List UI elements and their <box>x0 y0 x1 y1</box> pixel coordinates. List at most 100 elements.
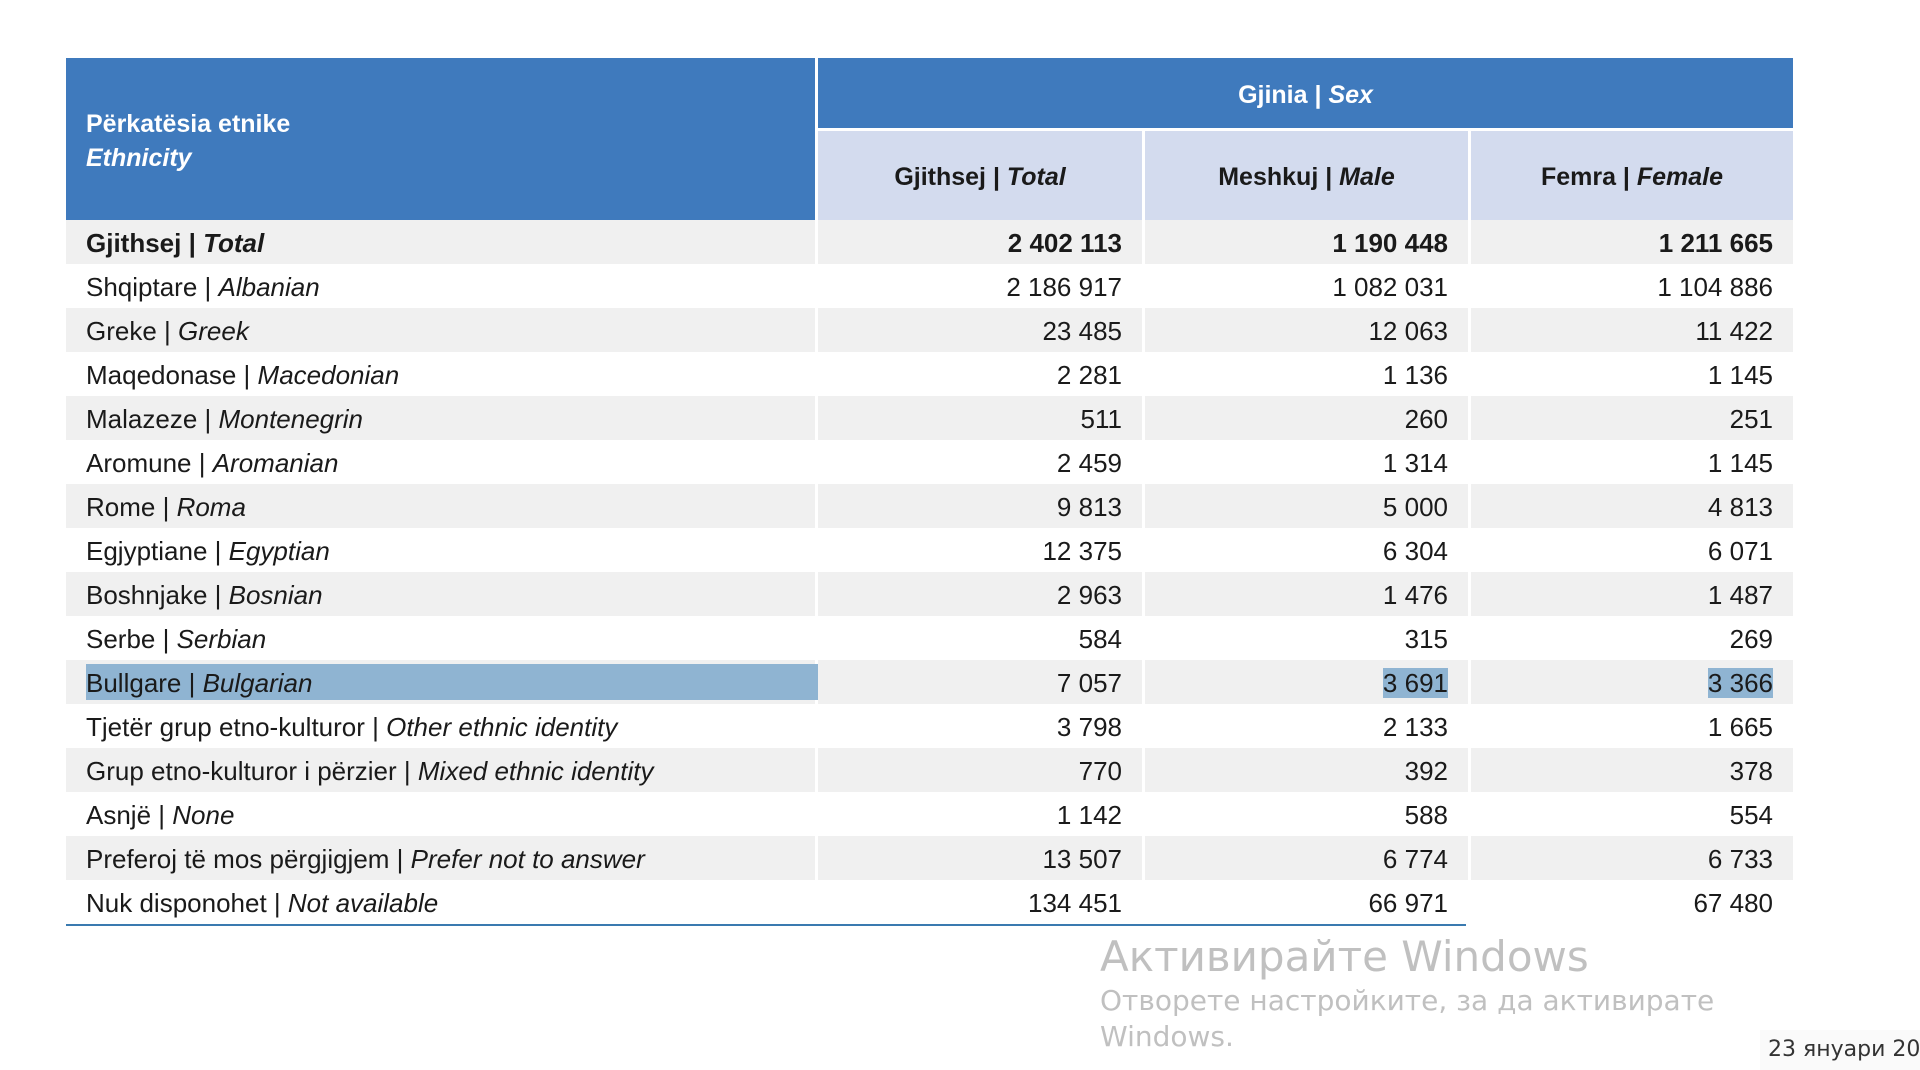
male-header: Meshkuj | Male <box>1145 131 1468 220</box>
table-row: Aromune | Aromanian 2 459 1 314 1 145 <box>66 440 1793 484</box>
female-value: 67 480 <box>1693 888 1773 918</box>
male-value: 392 <box>1404 756 1448 786</box>
ethnicity-sq: Boshnjake | <box>86 580 229 610</box>
activation-watermark-text: Отворете настройките, за да активирате <box>1100 984 1715 1017</box>
male-value: 66 971 <box>1368 888 1448 918</box>
ethnicity-cell: Boshnjake | Bosnian <box>66 572 815 616</box>
male-cell: 1 136 <box>1145 352 1468 396</box>
ethnicity-en: Albanian <box>218 272 320 302</box>
female-value: 1 104 886 <box>1657 272 1773 302</box>
ethnicity-en: Egyptian <box>228 536 330 566</box>
total-cell: 23 485 <box>818 308 1142 352</box>
activation-watermark-text-2: Windows. <box>1100 1020 1234 1053</box>
ethnicity-en: Roma <box>176 492 246 522</box>
table-row: Malazeze | Montenegrin 511 260 251 <box>66 396 1793 440</box>
male-value: 1 136 <box>1382 360 1448 390</box>
total-cell: 511 <box>818 396 1142 440</box>
total-cell: 13 507 <box>818 836 1142 880</box>
ethnicity-sq: Shqiptare | <box>86 272 219 302</box>
ethnicity-en: Greek <box>178 316 249 346</box>
total-value: 7 057 <box>1056 668 1122 698</box>
ethnicity-sq: Grup etno-kulturor i përzier | <box>86 756 418 786</box>
ethnicity-en: Aromanian <box>212 448 339 478</box>
female-value: 6 733 <box>1707 844 1773 874</box>
ethnicity-sq: Malazeze | <box>86 404 219 434</box>
table-row: Rome | Roma 9 813 5 000 4 813 <box>66 484 1793 528</box>
female-cell: 3 366 <box>1471 660 1793 704</box>
ethnicity-sq: Asnjë | <box>86 800 173 830</box>
male-cell: 3 691 <box>1145 660 1468 704</box>
total-cell: 2 186 917 <box>818 264 1142 308</box>
male-cell: 12 063 <box>1145 308 1468 352</box>
taskbar-clock-panel <box>1760 1030 1920 1070</box>
table-row: Tjetër grup etno-kulturor | Other ethnic… <box>66 704 1793 748</box>
total-cell: 2 281 <box>818 352 1142 396</box>
male-value: 1 190 448 <box>1332 228 1448 258</box>
female-value: 251 <box>1729 404 1773 434</box>
total-label-sq: Gjithsej | <box>894 163 1007 191</box>
ethnicity-en: None <box>172 800 235 830</box>
ethnicity-cell: Shqiptare | Albanian <box>66 264 815 308</box>
male-value: 3 691 <box>1382 668 1448 698</box>
ethnicity-cell: Preferoj të mos përgjigjem | Prefer not … <box>66 836 815 880</box>
female-cell: 4 813 <box>1471 484 1793 528</box>
female-cell: 269 <box>1471 616 1793 660</box>
table-row: Bullgare | Bulgarian 7 057 3 691 3 366 <box>66 660 1793 704</box>
male-cell: 1 082 031 <box>1145 264 1468 308</box>
total-header: Gjithsej | Total <box>818 131 1142 220</box>
ethnicity-sq: Greke | <box>86 316 179 346</box>
male-cell: 66 971 <box>1145 880 1468 924</box>
female-value: 1 211 665 <box>1658 228 1773 258</box>
table-row: Shqiptare | Albanian 2 186 917 1 082 031 1 … <box>66 264 1793 308</box>
ethnicity-cell: Bullgare | Bulgarian <box>66 660 1110 704</box>
female-value: 4 813 <box>1707 492 1773 522</box>
female-cell: 6 733 <box>1471 836 1793 880</box>
total-cell: 2 402 113 <box>818 220 1142 264</box>
female-value: 11 422 <box>1695 316 1773 346</box>
male-cell: 392 <box>1145 748 1468 792</box>
total-value: 511 <box>1080 404 1122 434</box>
female-value: 1 487 <box>1707 580 1773 610</box>
female-cell: 1 211 665 <box>1471 220 1793 264</box>
table-row: Egjyptiane | Egyptian 12 375 6 304 6 071 <box>66 528 1793 572</box>
female-cell: 378 <box>1471 748 1793 792</box>
ethnicity-cell: Maqedonase | Macedonian <box>66 352 815 396</box>
ethnicity-cell: Malazeze | Montenegrin <box>66 396 815 440</box>
male-cell: 1 476 <box>1145 572 1468 616</box>
female-cell: 554 <box>1471 792 1793 836</box>
taskbar-date[interactable]: 23 януари 20 <box>1768 1037 1920 1062</box>
total-cell: 1 142 <box>818 792 1142 836</box>
table-row: Boshnjake | Bosnian 2 963 1 476 1 487 <box>66 572 1793 616</box>
male-cell: 5 000 <box>1145 484 1468 528</box>
male-cell: 2 133 <box>1145 704 1468 748</box>
female-cell: 67 480 <box>1471 880 1793 924</box>
total-label-en: Total <box>1006 163 1066 191</box>
table-header: Përkatësia etnike Ethnicity Gjinia | Sex… <box>66 58 1793 220</box>
ethnicity-label-sq: Përkatësia etnike <box>86 110 291 138</box>
female-label-en: Female <box>1636 163 1724 191</box>
table-row: Nuk disponohet | Not available 134 451 66 … <box>66 880 1793 924</box>
ethnicity-en: Other ethnic identity <box>386 712 618 742</box>
female-value: 1 665 <box>1707 712 1773 742</box>
male-value: 588 <box>1404 800 1448 830</box>
ethnicity-sq: Nuk disponohet | <box>86 888 288 918</box>
total-value: 770 <box>1078 756 1122 786</box>
total-cell: 9 813 <box>818 484 1142 528</box>
total-value: 12 375 <box>1042 536 1122 566</box>
ethnicity-header: Përkatësia etnike Ethnicity <box>66 58 815 220</box>
female-cell: 1 145 <box>1471 352 1793 396</box>
activation-watermark-title: Активирайте Windows <box>1100 932 1589 981</box>
ethnicity-sq: Tjetër grup etno-kulturor | <box>86 712 387 742</box>
ethnicity-en: Not available <box>287 888 439 918</box>
table-body: Gjithsej | Total 2 402 113 1 190 448 1 211 … <box>66 220 1793 924</box>
total-value: 134 451 <box>1028 888 1122 918</box>
male-value: 6 774 <box>1382 844 1448 874</box>
ethnicity-cell: Tjetër grup etno-kulturor | Other ethnic… <box>66 704 815 748</box>
male-cell: 1 314 <box>1145 440 1468 484</box>
total-value: 9 813 <box>1056 492 1122 522</box>
total-value: 2 459 <box>1056 448 1122 478</box>
total-value: 584 <box>1078 624 1122 654</box>
ethnicity-en: Serbian <box>176 624 267 654</box>
ethnicity-sq: Aromune | <box>86 448 213 478</box>
total-cell: 2 963 <box>818 572 1142 616</box>
